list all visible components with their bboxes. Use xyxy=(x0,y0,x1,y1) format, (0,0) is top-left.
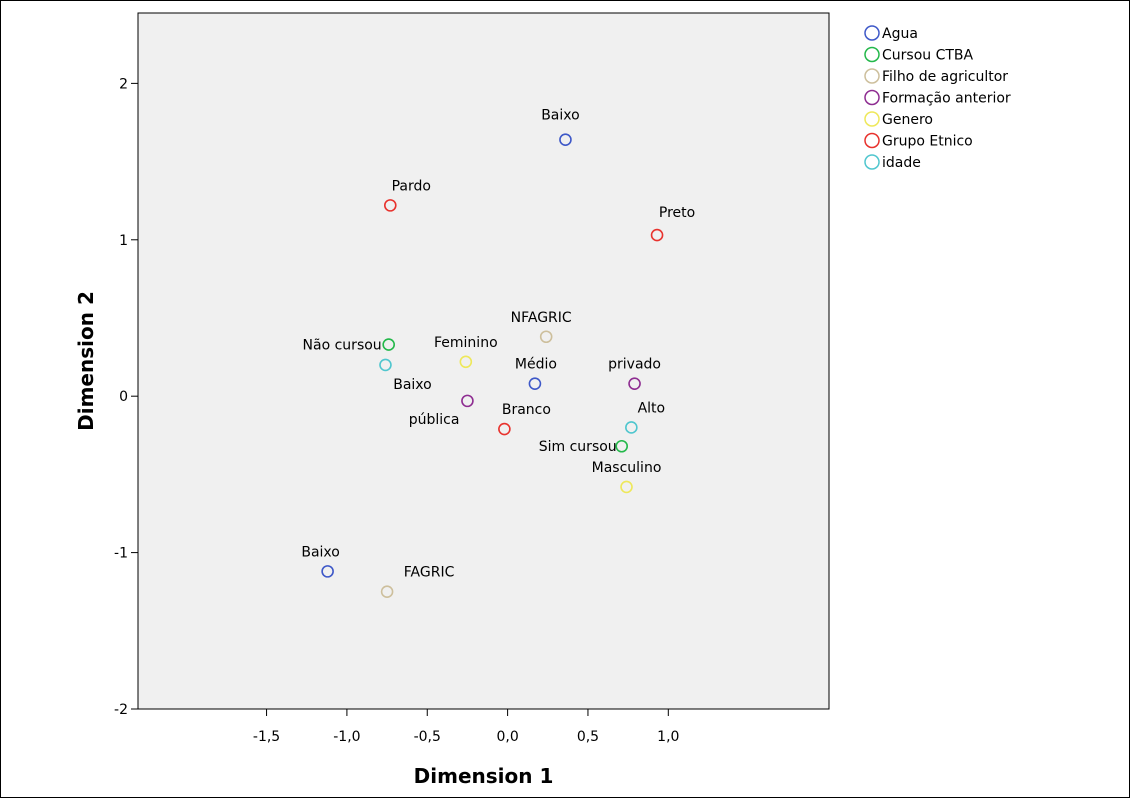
data-point-label: Preto xyxy=(659,205,695,221)
legend-entry: Genero xyxy=(882,112,933,128)
data-point-label: pública xyxy=(409,412,460,428)
x-axis-title: Dimension 1 xyxy=(414,764,554,788)
y-axis-title: Dimension 2 xyxy=(74,291,98,431)
plot-area xyxy=(137,12,830,710)
data-point-label: NFAGRIC xyxy=(511,310,572,326)
legend-marker xyxy=(864,68,880,84)
data-point xyxy=(620,480,633,494)
data-point xyxy=(539,330,553,344)
legend-marker xyxy=(864,132,880,149)
data-point xyxy=(625,421,638,434)
legend-entry: Cursou CTBA xyxy=(882,48,974,64)
data-point xyxy=(379,358,392,372)
data-point xyxy=(528,377,542,390)
data-point-label: Baixo xyxy=(393,377,432,393)
legend-marker xyxy=(864,111,880,127)
x-tick-label: -1,5 xyxy=(253,729,280,745)
data-point-label: Alto xyxy=(638,400,666,416)
legend-entry: Grupo Etnico xyxy=(882,134,973,150)
data-point-label: Baixo xyxy=(301,544,340,560)
x-tick-label: -1,0 xyxy=(333,729,360,745)
legend-entry: Formação anterior xyxy=(882,91,1011,107)
data-point xyxy=(559,133,572,146)
legend-marker xyxy=(864,25,880,41)
data-point xyxy=(382,338,395,351)
legend-marker xyxy=(864,46,880,63)
data-point-label: Feminino xyxy=(434,335,498,351)
legend-marker xyxy=(864,154,880,170)
data-point-label: Baixo xyxy=(541,108,580,124)
data-point-label: Branco xyxy=(502,402,551,418)
data-point xyxy=(321,565,334,578)
data-point xyxy=(650,228,664,242)
data-point-label: Masculino xyxy=(592,460,662,476)
legend-marker xyxy=(864,89,880,106)
data-point xyxy=(459,355,473,369)
x-tick-label: 0,5 xyxy=(577,729,599,745)
legend-entry: Filho de agricultor xyxy=(882,69,1008,85)
y-tick-label: -2 xyxy=(114,702,128,718)
y-tick-label: -1 xyxy=(114,546,128,562)
data-point xyxy=(615,439,629,453)
data-point xyxy=(383,199,397,212)
legend-entry: Agua xyxy=(882,26,918,42)
data-point-label: Não cursou xyxy=(303,338,382,354)
data-point-label: FAGRIC xyxy=(404,565,455,581)
data-point-label: Pardo xyxy=(392,178,431,194)
data-point-label: privado xyxy=(608,357,661,373)
y-tick-label: 2 xyxy=(119,76,128,92)
data-point xyxy=(461,394,474,408)
data-point xyxy=(380,585,394,598)
data-point-label: Sim cursou xyxy=(539,439,617,455)
data-point xyxy=(628,377,641,390)
x-tick-label: -0,5 xyxy=(414,729,441,745)
x-tick-label: 1,0 xyxy=(657,729,679,745)
y-tick-label: 1 xyxy=(119,233,128,249)
data-point-label: Médio xyxy=(515,357,557,373)
y-tick-label: 0 xyxy=(119,389,128,405)
data-point xyxy=(498,422,511,436)
x-tick-label: 0,0 xyxy=(496,729,518,745)
legend-entry: idade xyxy=(882,155,921,171)
